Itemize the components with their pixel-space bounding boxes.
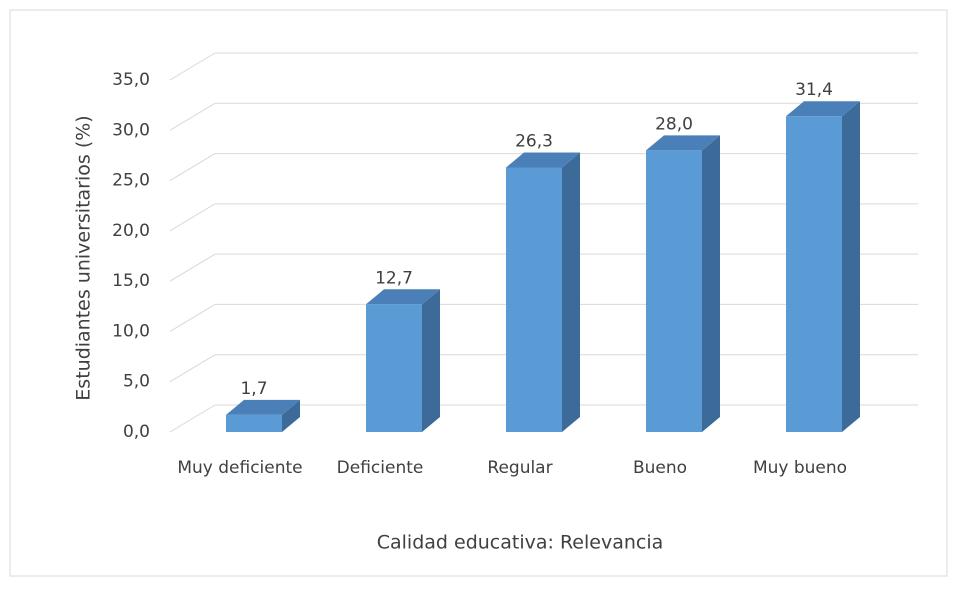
bar-side — [702, 135, 720, 432]
y-tick-label: 5,0 — [123, 372, 150, 392]
value-label: 1,7 — [240, 379, 267, 399]
bar-top — [786, 101, 860, 117]
grid-line-side — [169, 404, 216, 433]
bar-top — [646, 135, 720, 151]
grid-line-side — [169, 153, 216, 182]
y-axis-title: Estudiantes universitarios (%) — [73, 115, 95, 400]
grid-line-side — [169, 253, 216, 282]
bar-side — [282, 399, 300, 432]
value-label: 31,4 — [795, 80, 833, 100]
x-axis-title: Calidad educativa: Relevancia — [377, 532, 664, 554]
grid-line-side — [169, 102, 216, 131]
y-tick-label: 10,0 — [112, 321, 150, 341]
bar — [646, 135, 720, 432]
grid-line-side — [169, 354, 216, 383]
x-tick-label: Bueno — [633, 458, 687, 478]
grid-line-side — [169, 303, 216, 332]
value-label: 28,0 — [655, 114, 693, 134]
x-tick-label: Deficiente — [337, 458, 424, 478]
x-tick-label: Muy deficiente — [177, 458, 302, 478]
x-tick-label: Regular — [487, 458, 552, 478]
y-tick-label: 20,0 — [112, 221, 150, 241]
grid-line-side — [169, 52, 216, 81]
grid-line-side — [169, 203, 216, 232]
bar — [366, 289, 440, 432]
bar-top — [366, 289, 440, 305]
value-label: 12,7 — [375, 268, 413, 288]
value-label: 26,3 — [515, 131, 553, 151]
y-tick-label: 0,0 — [123, 422, 150, 442]
bar-front — [786, 116, 842, 432]
bar — [506, 152, 580, 433]
y-tick-label: 15,0 — [112, 271, 150, 291]
bar — [226, 399, 300, 432]
bar-side — [842, 101, 860, 432]
y-tick-label: 30,0 — [112, 120, 150, 140]
bar-front — [226, 414, 282, 432]
x-tick-label: Muy bueno — [753, 458, 847, 478]
bar-front — [646, 150, 702, 432]
bar-top — [226, 399, 300, 415]
bar-side — [422, 289, 440, 432]
bar-side — [562, 152, 580, 433]
bar-top — [506, 152, 580, 168]
bar — [786, 101, 860, 432]
bar-front — [366, 304, 422, 432]
bar-front — [506, 167, 562, 433]
y-tick-label: 25,0 — [112, 171, 150, 191]
y-tick-label: 35,0 — [112, 70, 150, 90]
